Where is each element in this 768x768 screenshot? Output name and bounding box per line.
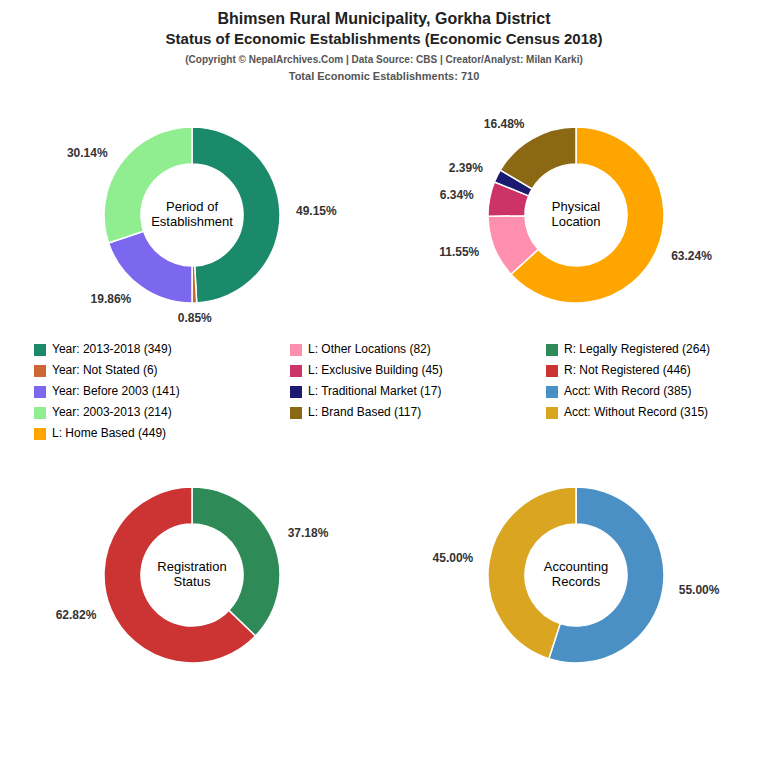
pie-title-line: Period of — [166, 199, 218, 214]
pie-title-line: Establishment — [151, 214, 233, 229]
slices — [488, 127, 664, 303]
legend-swatch — [290, 386, 302, 398]
legend-label: L: Brand Based (117) — [308, 405, 421, 419]
legend-swatch — [34, 386, 46, 398]
subtitle: Total Economic Establishments: 710 — [289, 70, 480, 82]
pie-title-line: Location — [551, 214, 600, 229]
legend-label: Year: 2003-2013 (214) — [52, 405, 172, 419]
legend-swatch — [290, 365, 302, 377]
legend-item: Year: 2013-2018 (349) — [34, 342, 172, 356]
legend-swatch — [34, 365, 46, 377]
legend-swatch — [546, 386, 558, 398]
legend-label: L: Home Based (449) — [52, 426, 166, 440]
data-labels: 37.18% 62.82% — [56, 526, 329, 622]
chart-root: Bhimsen Rural Municipality, Gorkha Distr… — [0, 0, 768, 768]
legend-item: L: Exclusive Building (45) — [290, 363, 443, 377]
legend-swatch — [290, 407, 302, 419]
legend-item: R: Legally Registered (264) — [546, 342, 710, 356]
legend-label: Acct: Without Record (315) — [564, 405, 708, 419]
legend-item: Year: Not Stated (6) — [34, 363, 158, 377]
pie-title: RegistrationStatus — [157, 559, 226, 589]
data-label: 2.39% — [449, 161, 483, 175]
legend-label: R: Legally Registered (264) — [564, 342, 710, 356]
pie-title-line: Accounting — [544, 559, 608, 574]
data-label: 62.82% — [56, 608, 97, 622]
pie-slice — [488, 216, 538, 275]
data-label: 16.48% — [484, 117, 525, 131]
data-labels: 55.00% 45.00% — [433, 551, 720, 598]
legend-item: L: Other Locations (82) — [290, 342, 431, 356]
legend-label: L: Traditional Market (17) — [308, 384, 441, 398]
data-labels: 49.15% 0.85% 19.86% 30.14% — [67, 146, 337, 325]
pie-slice — [104, 487, 255, 663]
legend-label: L: Exclusive Building (45) — [308, 363, 443, 377]
legend-swatch — [290, 344, 302, 356]
legend: Year: 2013-2018 (349) Year: Not Stated (6… — [34, 342, 710, 440]
legend-item: L: Traditional Market (17) — [290, 384, 441, 398]
data-label: 37.18% — [288, 526, 329, 540]
pie-chart: 49.15% 0.85% 19.86% 30.14% Period ofEstablis… — [67, 127, 337, 325]
pie-chart: 37.18% 62.82% RegistrationStatus — [56, 487, 329, 663]
pie-chart: 63.24% 11.55% 6.34% 2.39% 16.48% PhysicalLoca… — [439, 117, 712, 303]
legend-label: Year: Before 2003 (141) — [52, 384, 180, 398]
pie-chart: 55.00% 45.00% AccountingRecords — [433, 487, 720, 663]
legend-swatch — [546, 344, 558, 356]
pie-title-line: Registration — [157, 559, 226, 574]
title: Status of Economic Establishments (Econo… — [166, 30, 603, 47]
legend-item: R: Not Registered (446) — [546, 363, 691, 377]
slices — [488, 487, 664, 663]
data-label: 19.86% — [91, 292, 132, 306]
legend-swatch — [34, 428, 46, 440]
legend-label: R: Not Registered (446) — [564, 363, 691, 377]
data-label: 0.85% — [178, 311, 212, 325]
pie-title-line: Physical — [552, 199, 601, 214]
legend-item: Acct: With Record (385) — [546, 384, 691, 398]
subtitle: (Copyright © NepalArchives.Com | Data So… — [185, 54, 583, 65]
data-label: 45.00% — [433, 551, 474, 565]
pie-title-line: Status — [174, 574, 211, 589]
slices — [104, 127, 280, 303]
data-label: 63.24% — [671, 249, 712, 263]
legend-item: Year: 2003-2013 (214) — [34, 405, 172, 419]
title: Bhimsen Rural Municipality, Gorkha Distr… — [217, 10, 551, 27]
data-label: 30.14% — [67, 146, 108, 160]
pie-title: PhysicalLocation — [551, 199, 600, 229]
data-label: 49.15% — [296, 204, 337, 218]
legend-swatch — [546, 407, 558, 419]
legend-item: L: Home Based (449) — [34, 426, 166, 440]
legend-label: Year: 2013-2018 (349) — [52, 342, 172, 356]
legend-swatch — [546, 365, 558, 377]
legend-swatch — [34, 344, 46, 356]
legend-label: Year: Not Stated (6) — [52, 363, 158, 377]
legend-label: L: Other Locations (82) — [308, 342, 431, 356]
legend-swatch — [34, 407, 46, 419]
data-label: 11.55% — [439, 245, 479, 259]
data-label: 55.00% — [679, 583, 720, 597]
pie-title: Period ofEstablishment — [151, 199, 233, 229]
legend-label: Acct: With Record (385) — [564, 384, 691, 398]
legend-item: Year: Before 2003 (141) — [34, 384, 180, 398]
pie-title: AccountingRecords — [544, 559, 608, 589]
legend-item: L: Brand Based (117) — [290, 405, 421, 419]
pie-slice — [500, 127, 576, 189]
slices — [104, 487, 280, 663]
legend-item: Acct: Without Record (315) — [546, 405, 708, 419]
data-label: 6.34% — [440, 188, 474, 202]
pie-title-line: Records — [552, 574, 601, 589]
data-labels: 63.24% 11.55% 6.34% 2.39% 16.48% — [439, 117, 712, 263]
